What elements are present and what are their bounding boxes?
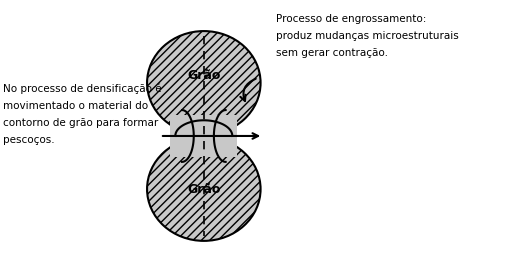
Text: produz mudanças microestruturais: produz mudanças microestruturais (276, 31, 459, 41)
Text: movimentado o material do: movimentado o material do (3, 101, 148, 111)
Text: Grão: Grão (187, 183, 220, 196)
Text: No processo de densificação é: No processo de densificação é (3, 84, 161, 95)
Text: Processo de engrossamento:: Processo de engrossamento: (276, 14, 426, 24)
Text: sem gerar contração.: sem gerar contração. (276, 48, 388, 58)
Ellipse shape (147, 137, 261, 241)
Ellipse shape (147, 31, 261, 135)
FancyBboxPatch shape (170, 115, 237, 157)
Text: Grão: Grão (187, 69, 220, 82)
Text: pescoços.: pescoços. (3, 135, 54, 145)
Text: contorno de grão para formar: contorno de grão para formar (3, 118, 158, 128)
